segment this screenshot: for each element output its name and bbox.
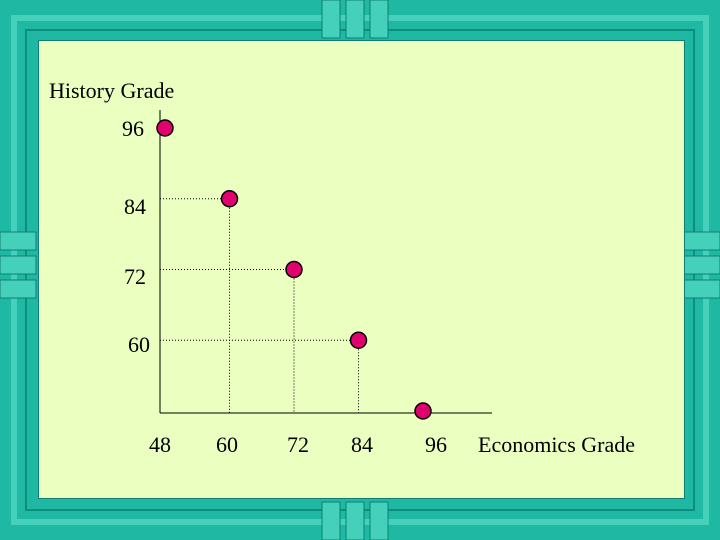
data-point [414,402,432,420]
x-axis-label: Economics Grade [478,432,635,457]
x-tick-label: 84 [351,432,373,457]
x-tick-label: 96 [425,432,447,457]
y-tick-label: 84 [124,194,146,219]
data-point [156,119,174,137]
guide-lines [160,198,359,413]
data-point [220,190,239,208]
y-tick-label: 96 [122,116,144,141]
x-tick-label: 72 [287,432,309,457]
x-tick-label: 60 [216,432,238,457]
data-point [285,260,303,279]
x-tick-label: 48 [149,432,171,457]
chart-panel [38,40,685,499]
y-tick-label: 60 [128,332,150,357]
data-markers [156,119,432,420]
y-tick-label: 72 [124,264,146,289]
y-axis-label: History Grade [49,78,175,103]
data-point [349,331,368,349]
